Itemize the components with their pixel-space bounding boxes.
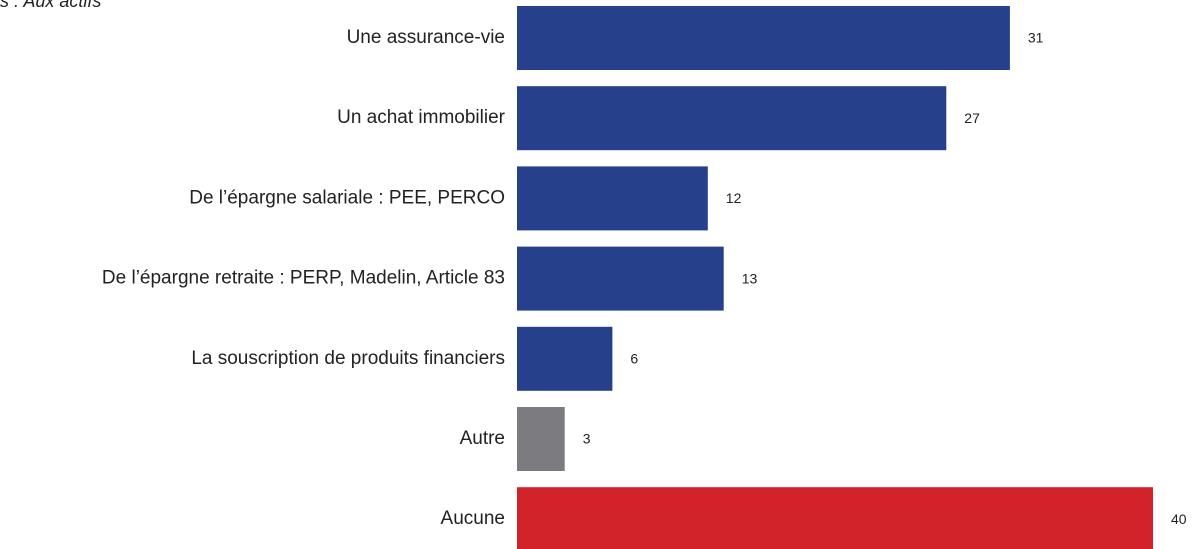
category-label: Aucune: [441, 508, 505, 529]
bar: [517, 407, 565, 471]
value-label: 31: [1028, 30, 1044, 46]
bar: [517, 246, 724, 311]
bar: [517, 86, 947, 151]
bar: [517, 326, 613, 391]
category-label: Un achat immobilier: [337, 107, 506, 128]
category-label: Une assurance-vie: [347, 27, 505, 48]
chart-subtitle: s : Aux actifs: [0, 0, 101, 11]
bar: [517, 6, 1010, 70]
category-label: De l’épargne salariale : PEE, PERCO: [189, 187, 505, 208]
value-label: 12: [726, 190, 742, 206]
bar: [517, 166, 708, 231]
value-label: 27: [964, 110, 980, 126]
category-label: De l’épargne retraite : PERP, Madelin, A…: [102, 268, 505, 289]
value-label: 3: [583, 431, 591, 447]
value-label: 13: [742, 270, 758, 286]
value-label: 6: [630, 351, 638, 367]
bar: [517, 487, 1153, 549]
category-label: Autre: [460, 428, 505, 449]
value-label: 40: [1171, 511, 1187, 527]
category-label: La souscription de produits financiers: [191, 348, 505, 369]
